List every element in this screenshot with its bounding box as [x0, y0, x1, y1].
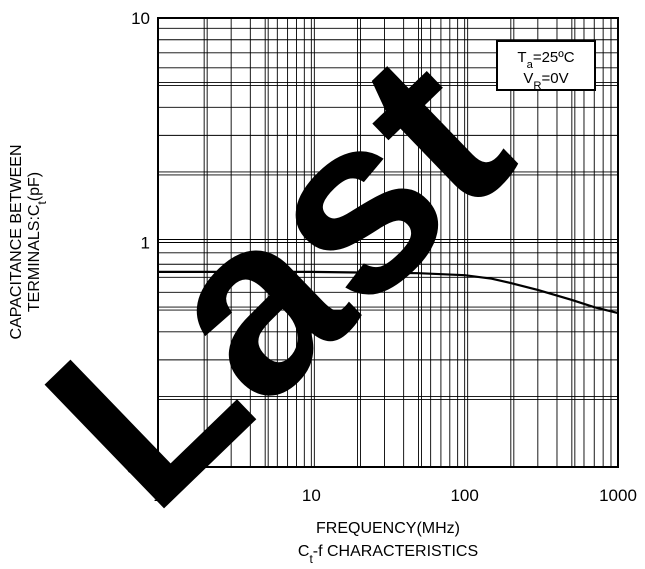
y-axis-title: CAPACITANCE BETWEEN [8, 145, 25, 340]
legend-voltage-label: VR=0V [523, 70, 568, 92]
x-tick-label: 1 [153, 486, 162, 505]
legend-box: Ta=25ºC VR=0V [496, 40, 596, 92]
series-line [158, 270, 619, 315]
grid-lines [158, 18, 618, 467]
x-axis-title: FREQUENCY(MHz) [316, 520, 460, 537]
y-tick-label: 1 [141, 234, 150, 253]
x-tick-labels: 1 10 100 1000 [153, 486, 637, 505]
x-tick-label: 1000 [599, 486, 637, 505]
y-axis-title-2: TERMINALS:Ct(pF) [26, 172, 49, 312]
y-tick-labels: 0.1 1 10 [126, 9, 150, 477]
x-tick-label: 100 [450, 486, 478, 505]
y-tick-label: 10 [131, 9, 150, 28]
y-axis-title-line2: TERMINALS:Ct(pF) [26, 172, 49, 312]
chart-subtitle: Ct-f CHARACTERISTICS [298, 543, 478, 566]
watermark-text: Last [0, 0, 559, 558]
x-tick-label: 10 [302, 486, 321, 505]
y-tick-label: 0.1 [126, 458, 150, 477]
plot-frame [157, 17, 619, 468]
watermark: Last [0, 0, 559, 558]
y-axis-title-line1: CAPACITANCE BETWEEN [8, 145, 25, 340]
